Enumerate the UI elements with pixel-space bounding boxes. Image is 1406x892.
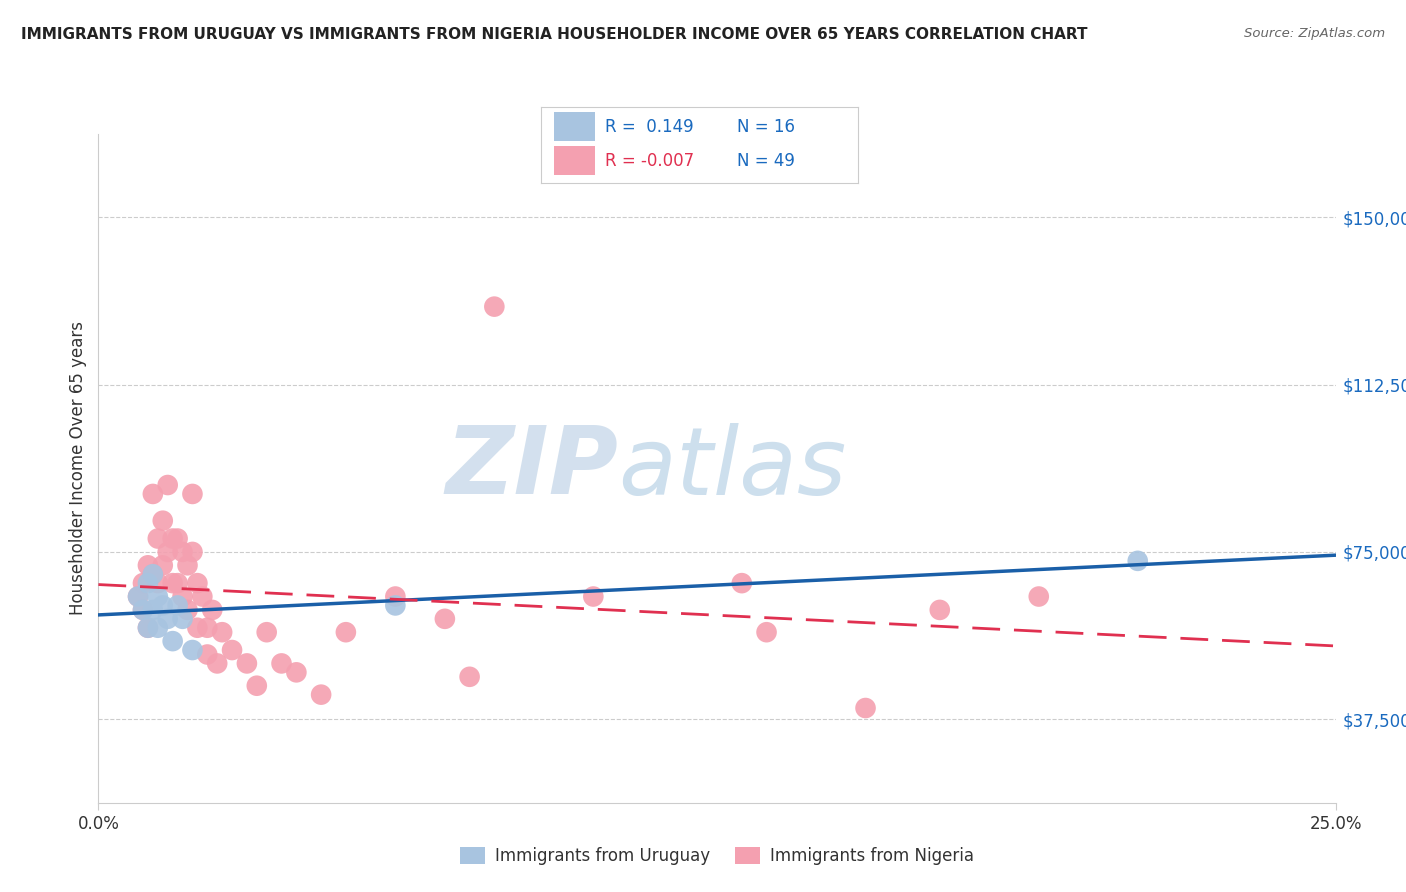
Point [162,532,184,546]
Text: R =  0.149: R = 0.149 [605,118,693,136]
Point [136,621,159,635]
Point [384,590,406,604]
Point [186,576,208,591]
Point [172,545,194,559]
Point [136,621,159,635]
Point [181,643,204,657]
Point [221,643,243,657]
Point [195,648,218,662]
Point [1028,590,1050,604]
Y-axis label: Householder Income Over 65 years: Householder Income Over 65 years [69,321,87,615]
Point [142,603,165,617]
Point [166,599,188,613]
Point [156,545,179,559]
Point [205,657,228,671]
Point [146,532,169,546]
Text: Source: ZipAtlas.com: Source: ZipAtlas.com [1244,27,1385,40]
Point [201,603,224,617]
Bar [554,112,595,141]
Point [186,621,208,635]
Point [172,590,194,604]
Point [162,634,184,648]
Point [152,558,174,573]
Point [127,590,149,604]
Point [146,621,169,635]
Point [285,665,308,680]
Point [211,625,233,640]
Legend: Immigrants from Uruguay, Immigrants from Nigeria: Immigrants from Uruguay, Immigrants from… [453,840,981,871]
Point [162,576,184,591]
Point [582,590,605,604]
Point [176,603,198,617]
Point [309,688,332,702]
Point [195,621,218,635]
Text: R = -0.007: R = -0.007 [605,152,693,169]
Point [166,532,188,546]
Text: ZIP: ZIP [446,422,619,515]
Point [152,514,174,528]
Point [152,599,174,613]
Point [142,567,165,582]
Point [127,590,149,604]
Point [335,625,357,640]
Point [755,625,778,640]
Point [191,590,214,604]
Point [142,567,165,582]
Point [181,487,204,501]
Point [458,670,481,684]
Point [731,576,754,591]
Bar [554,146,595,175]
Point [172,612,194,626]
Point [384,599,406,613]
Point [1126,554,1149,568]
Point [270,657,292,671]
Point [484,300,506,314]
Text: atlas: atlas [619,423,846,514]
Point [156,612,179,626]
Point [236,657,259,671]
Point [256,625,278,640]
Point [136,558,159,573]
Point [132,603,155,617]
Point [132,603,155,617]
Point [181,545,204,559]
Point [928,603,950,617]
Point [132,576,155,591]
Point [156,478,179,492]
Text: IMMIGRANTS FROM URUGUAY VS IMMIGRANTS FROM NIGERIA HOUSEHOLDER INCOME OVER 65 YE: IMMIGRANTS FROM URUGUAY VS IMMIGRANTS FR… [21,27,1088,42]
Text: N = 16: N = 16 [738,118,796,136]
Point [433,612,456,626]
Point [136,576,159,591]
Text: N = 49: N = 49 [738,152,796,169]
Point [146,590,169,604]
Point [146,576,169,591]
Point [246,679,269,693]
Point [142,487,165,501]
Point [855,701,877,715]
Point [176,558,198,573]
Point [166,576,188,591]
